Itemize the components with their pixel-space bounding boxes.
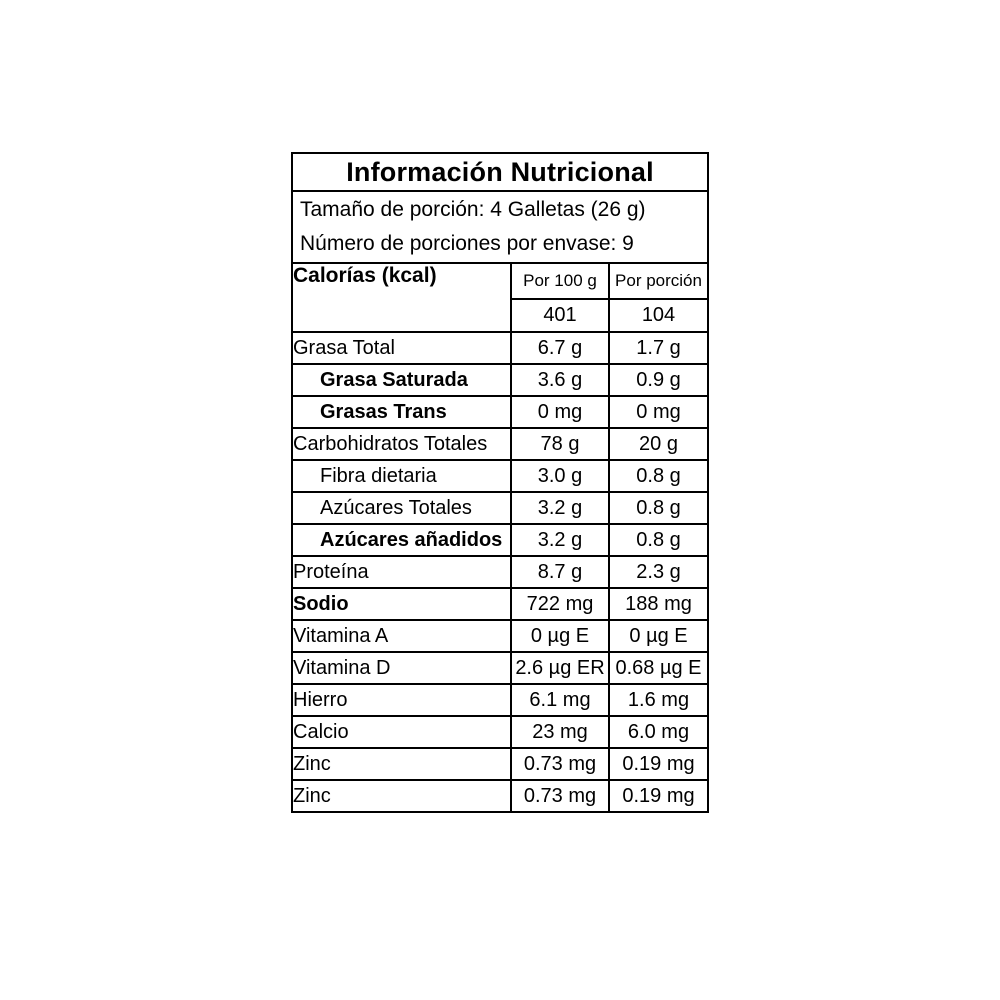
table-row: Azúcares añadidos 3.2 g 0.8 g — [291, 523, 710, 557]
serving-size-text: Tamaño de porción: 4 Galletas (26 g) — [300, 198, 646, 221]
per-portion-column-header: Por porción — [607, 262, 710, 300]
per-portion-value: 1.6 mg — [607, 683, 710, 717]
title-row: Información Nutricional — [290, 152, 710, 192]
per-100g-value: 2.6 µg ER — [510, 651, 610, 685]
table-row: Sodio 722 mg 188 mg — [291, 587, 710, 621]
per-100g-value: 0.73 mg — [510, 779, 610, 813]
per-100g-value: 722 mg — [510, 587, 610, 621]
table-row: Grasa Total 6.7 g 1.7 g — [291, 331, 710, 365]
per-100g-value: 23 mg — [510, 715, 610, 749]
per-portion-value: 0.68 µg E — [607, 651, 710, 685]
table-row: Zinc 0.73 mg 0.19 mg — [291, 779, 710, 813]
per-100g-value: 3.6 g — [510, 363, 610, 397]
table-row: Vitamina A 0 µg E 0 µg E — [291, 619, 710, 653]
per-portion-value: 0.19 mg — [607, 779, 710, 813]
nutrient-label: Fibra dietaria — [291, 459, 512, 493]
per-portion-value: 0.8 g — [607, 459, 710, 493]
per-100g-value: 0.73 mg — [510, 747, 610, 781]
per-100g-value: 0 mg — [510, 395, 610, 429]
per-portion-value: 188 mg — [607, 587, 710, 621]
per-portion-value: 0 µg E — [607, 619, 710, 653]
per-100g-column-header: Por 100 g — [510, 262, 610, 300]
nutrient-label: Sodio — [291, 587, 512, 621]
nutrient-label: Vitamina A — [291, 619, 512, 653]
per-100g-value: 6.1 mg — [510, 683, 610, 717]
nutrient-label: Azúcares Totales — [291, 491, 512, 525]
table-row: Calcio 23 mg 6.0 mg — [291, 715, 710, 749]
per-portion-value: 0 mg — [607, 395, 710, 429]
per-portion-value: 0.8 g — [607, 523, 710, 557]
nutrient-label: Grasa Total — [291, 331, 512, 365]
nutrient-label: Carbohidratos Totales — [291, 427, 512, 461]
per-portion-value: 0.8 g — [607, 491, 710, 525]
calories-per-portion-value: 104 — [607, 298, 710, 333]
per-100g-value: 3.2 g — [510, 491, 610, 525]
per-100g-value: 8.7 g — [510, 555, 610, 589]
per-portion-value: 20 g — [607, 427, 710, 461]
nutrition-facts-table: Información Nutricional Tamaño de porció… — [290, 152, 710, 813]
per-100g-value: 78 g — [510, 427, 610, 461]
nutrient-label: Grasas Trans — [291, 395, 512, 429]
calories-header-row: Calorías (kcal) Por 100 g Por porción — [291, 262, 710, 333]
per-100g-value: 3.0 g — [510, 459, 610, 493]
nutrient-label: Proteína — [291, 555, 512, 589]
table-row: Carbohidratos Totales 78 g 20 g — [291, 427, 710, 461]
table-row: Vitamina D 2.6 µg ER 0.68 µg E — [291, 651, 710, 685]
calories-label: Calorías (kcal) — [291, 262, 512, 333]
table-row: Proteína 8.7 g 2.3 g — [291, 555, 710, 589]
nutrient-rows: Grasa Total 6.7 g 1.7 g Grasa Saturada 3… — [291, 331, 710, 813]
serving-info-cell: Tamaño de porción: 4 Galletas (26 g) Núm… — [290, 190, 710, 264]
per-portion-value: 0.19 mg — [607, 747, 710, 781]
servings-per-container-text: Número de porciones por envase: 9 — [300, 232, 634, 255]
nutrient-label: Hierro — [291, 683, 512, 717]
nutrient-label: Grasa Saturada — [291, 363, 512, 397]
per-portion-value: 0.9 g — [607, 363, 710, 397]
table-row: Azúcares Totales 3.2 g 0.8 g — [291, 491, 710, 525]
table-row: Grasas Trans 0 mg 0 mg — [291, 395, 710, 429]
per-100g-value: 3.2 g — [510, 523, 610, 557]
per-100g-value: 6.7 g — [510, 331, 610, 365]
serving-info-row: Tamaño de porción: 4 Galletas (26 g) Núm… — [290, 190, 710, 264]
nutrient-label: Zinc — [291, 747, 512, 781]
table-row: Grasa Saturada 3.6 g 0.9 g — [291, 363, 710, 397]
table-title: Información Nutricional — [290, 152, 710, 192]
calories-per-100g-value: 401 — [510, 298, 610, 333]
nutrient-label: Azúcares añadidos — [291, 523, 512, 557]
table-row: Hierro 6.1 mg 1.6 mg — [291, 683, 710, 717]
table-row: Fibra dietaria 3.0 g 0.8 g — [291, 459, 710, 493]
nutrient-label: Zinc — [291, 779, 512, 813]
table-row: Zinc 0.73 mg 0.19 mg — [291, 747, 710, 781]
per-portion-value: 2.3 g — [607, 555, 710, 589]
calories-value-row: 401 104 — [292, 298, 710, 333]
nutrient-label: Vitamina D — [291, 651, 512, 685]
per-portion-value: 6.0 mg — [607, 715, 710, 749]
nutrient-label: Calcio — [291, 715, 512, 749]
per-portion-value: 1.7 g — [607, 331, 710, 365]
per-100g-value: 0 µg E — [510, 619, 610, 653]
